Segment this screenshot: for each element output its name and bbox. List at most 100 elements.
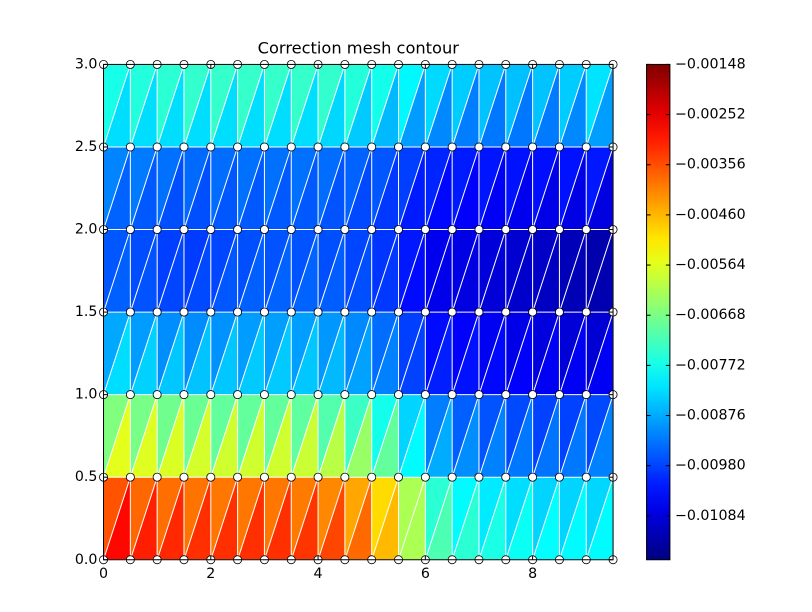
mesh-node <box>313 307 323 317</box>
mesh-edge <box>532 229 560 313</box>
mesh-edge <box>156 64 185 148</box>
mesh-node <box>474 472 484 482</box>
mesh-edge <box>424 394 453 478</box>
mesh-edge <box>558 311 587 395</box>
mesh-edge <box>532 477 560 560</box>
colorbar-tick-label: −0.00460 <box>675 207 746 223</box>
mesh-edge <box>344 477 373 560</box>
mesh-node <box>501 142 511 152</box>
mesh-node <box>286 472 296 482</box>
mesh-edge <box>398 394 426 478</box>
mesh-edge <box>317 311 346 395</box>
y-tick-label: 3.0 <box>75 56 98 72</box>
mesh-edge <box>478 477 507 560</box>
mesh-edge <box>478 311 507 395</box>
mesh-edge <box>558 64 587 148</box>
mesh-edge <box>532 394 560 478</box>
mesh-node <box>528 390 538 400</box>
mesh-edge <box>103 146 131 230</box>
mesh-edge <box>451 229 480 313</box>
mesh-node <box>233 390 243 400</box>
y-tick-label: 0.0 <box>75 552 98 568</box>
mesh-edge <box>183 477 212 560</box>
mesh-edge <box>371 64 400 148</box>
y-tick-label: 0.5 <box>75 469 98 485</box>
mesh-edge <box>237 229 265 313</box>
mesh-edge <box>558 394 587 478</box>
mesh-edge <box>156 146 185 230</box>
mesh-edge <box>183 394 212 478</box>
mesh-edge <box>505 311 534 395</box>
mesh-node <box>152 142 162 152</box>
mesh-edge <box>371 311 400 395</box>
mesh-edge <box>129 477 158 560</box>
mesh-node <box>340 390 350 400</box>
mesh-node <box>286 390 296 400</box>
mesh-edge <box>237 394 265 478</box>
mesh-edge <box>558 146 587 230</box>
mesh-node <box>233 142 243 152</box>
mesh-edge <box>558 477 587 560</box>
mesh-edge <box>398 64 426 148</box>
mesh-node <box>474 307 484 317</box>
mesh-edge <box>129 146 158 230</box>
mesh-edge <box>371 146 400 230</box>
mesh-node <box>501 472 511 482</box>
mesh-edge <box>263 477 292 560</box>
mesh-edge <box>451 311 480 395</box>
mesh-node <box>447 225 457 235</box>
mesh-edge <box>210 146 239 230</box>
mesh-node <box>447 307 457 317</box>
mesh-node <box>581 225 591 235</box>
mesh-node <box>581 390 591 400</box>
colorbar-tick-label: −0.00980 <box>675 458 746 474</box>
mesh-node <box>420 225 430 235</box>
mesh-node <box>179 142 189 152</box>
mesh-edge <box>585 477 614 560</box>
mesh-node <box>125 142 135 152</box>
mesh-node <box>447 472 457 482</box>
colorbar-tick-label: −0.00564 <box>675 257 746 273</box>
mesh-edge <box>424 311 453 395</box>
mesh-node <box>474 390 484 400</box>
mesh-edge <box>585 311 614 395</box>
mesh-node <box>554 472 564 482</box>
mesh-node <box>501 390 511 400</box>
mesh-edge <box>317 394 346 478</box>
mesh-node <box>259 225 269 235</box>
mesh-node <box>528 225 538 235</box>
mesh-edge <box>505 64 534 148</box>
colorbar-tick-label: −0.00876 <box>675 408 746 424</box>
mesh-node <box>233 472 243 482</box>
mesh-node <box>313 225 323 235</box>
mesh-edge <box>156 477 185 560</box>
mesh-edge <box>585 64 614 148</box>
mesh-edge <box>290 311 319 395</box>
mesh-edge <box>344 229 373 313</box>
mesh-edge <box>183 146 212 230</box>
mesh-edge <box>478 394 507 478</box>
mesh-node <box>179 472 189 482</box>
colorbar-tick-label: −0.00252 <box>675 107 746 123</box>
mesh-edge <box>478 64 507 148</box>
mesh-edge <box>210 229 239 313</box>
mesh-edge <box>129 394 158 478</box>
mesh-node <box>367 225 377 235</box>
mesh-node <box>206 472 216 482</box>
colorbar-tick-label: −0.00356 <box>675 157 746 173</box>
mesh-edge <box>290 64 319 148</box>
mesh-edge <box>290 229 319 313</box>
mesh-node <box>125 225 135 235</box>
colorbar-tick-label: −0.01084 <box>675 508 746 524</box>
mesh-edge <box>263 229 292 313</box>
mesh-edge <box>263 394 292 478</box>
mesh-node <box>394 225 403 235</box>
mesh-edge <box>317 64 346 148</box>
mesh-node <box>340 472 350 482</box>
mesh-node <box>313 142 323 152</box>
y-tick-label: 2.5 <box>75 139 98 155</box>
mesh-node <box>152 307 162 317</box>
mesh-edge <box>451 394 480 478</box>
mesh-edge <box>424 477 453 560</box>
mesh-node <box>474 225 484 235</box>
